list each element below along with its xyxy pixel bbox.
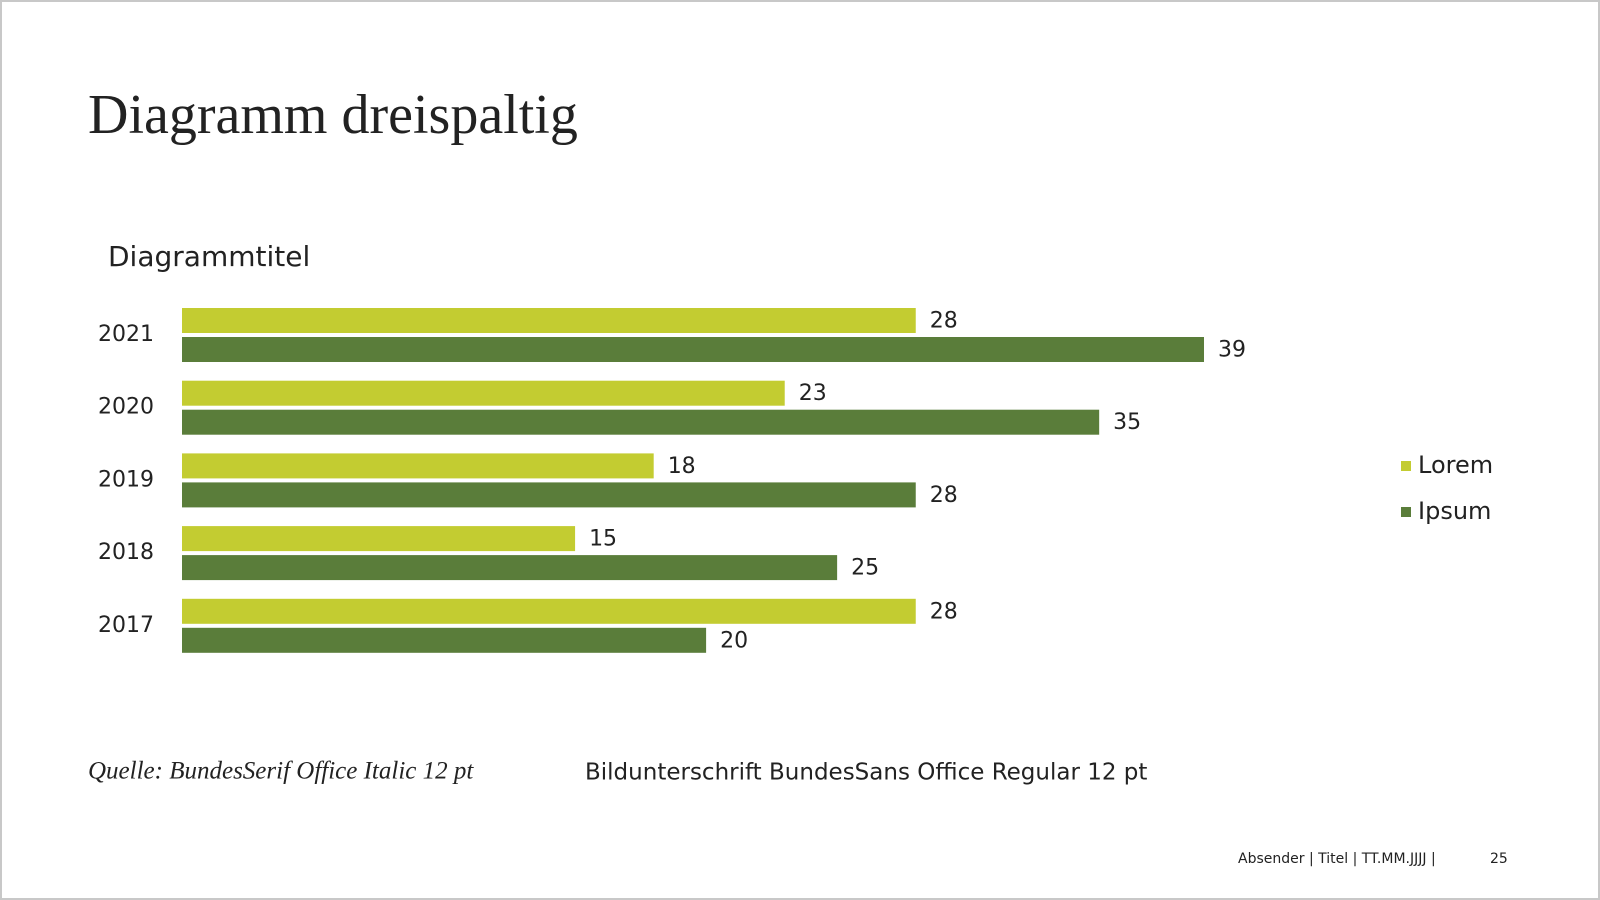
bar: [182, 627, 707, 653]
legend-swatch: [1401, 507, 1411, 517]
data-label: 20: [720, 628, 748, 653]
y-tick-label: 2018: [98, 540, 154, 565]
bar: [182, 409, 1100, 435]
data-label: 25: [851, 556, 879, 581]
caption: Bildunterschrift BundesSans Office Regul…: [585, 760, 1147, 786]
y-tick-label: 2020: [98, 395, 154, 420]
footer: Absender | Titel | TT.MM.JJJJ |: [1238, 851, 1436, 867]
bar: [182, 598, 916, 624]
data-label: 15: [589, 527, 617, 552]
page-number: 25: [1490, 851, 1508, 867]
data-label: 23: [799, 381, 827, 406]
bar: [182, 453, 654, 479]
legend-label: Ipsum: [1418, 497, 1491, 525]
data-label: 28: [930, 483, 958, 508]
legend-swatch: [1401, 461, 1411, 471]
source: Quelle: BundesSerif Office Italic 12 pt: [88, 758, 474, 785]
bar: [182, 308, 916, 333]
data-label: 18: [668, 454, 696, 479]
y-tick-label: 2019: [98, 467, 154, 492]
data-label: 28: [930, 599, 958, 624]
y-tick-label: 2021: [98, 322, 154, 347]
bar: [182, 555, 838, 581]
bar: [182, 380, 785, 406]
data-label: 39: [1218, 338, 1246, 363]
bar: [182, 482, 916, 508]
data-label: 35: [1113, 410, 1141, 435]
slide-title: Diagramm dreispaltig: [88, 84, 578, 146]
data-label: 28: [930, 309, 958, 334]
legend-label: Lorem: [1418, 451, 1493, 479]
chart-title: Diagrammtitel: [108, 240, 310, 273]
bar: [182, 526, 576, 552]
bar: [182, 337, 1204, 362]
y-tick-label: 2017: [98, 613, 154, 638]
